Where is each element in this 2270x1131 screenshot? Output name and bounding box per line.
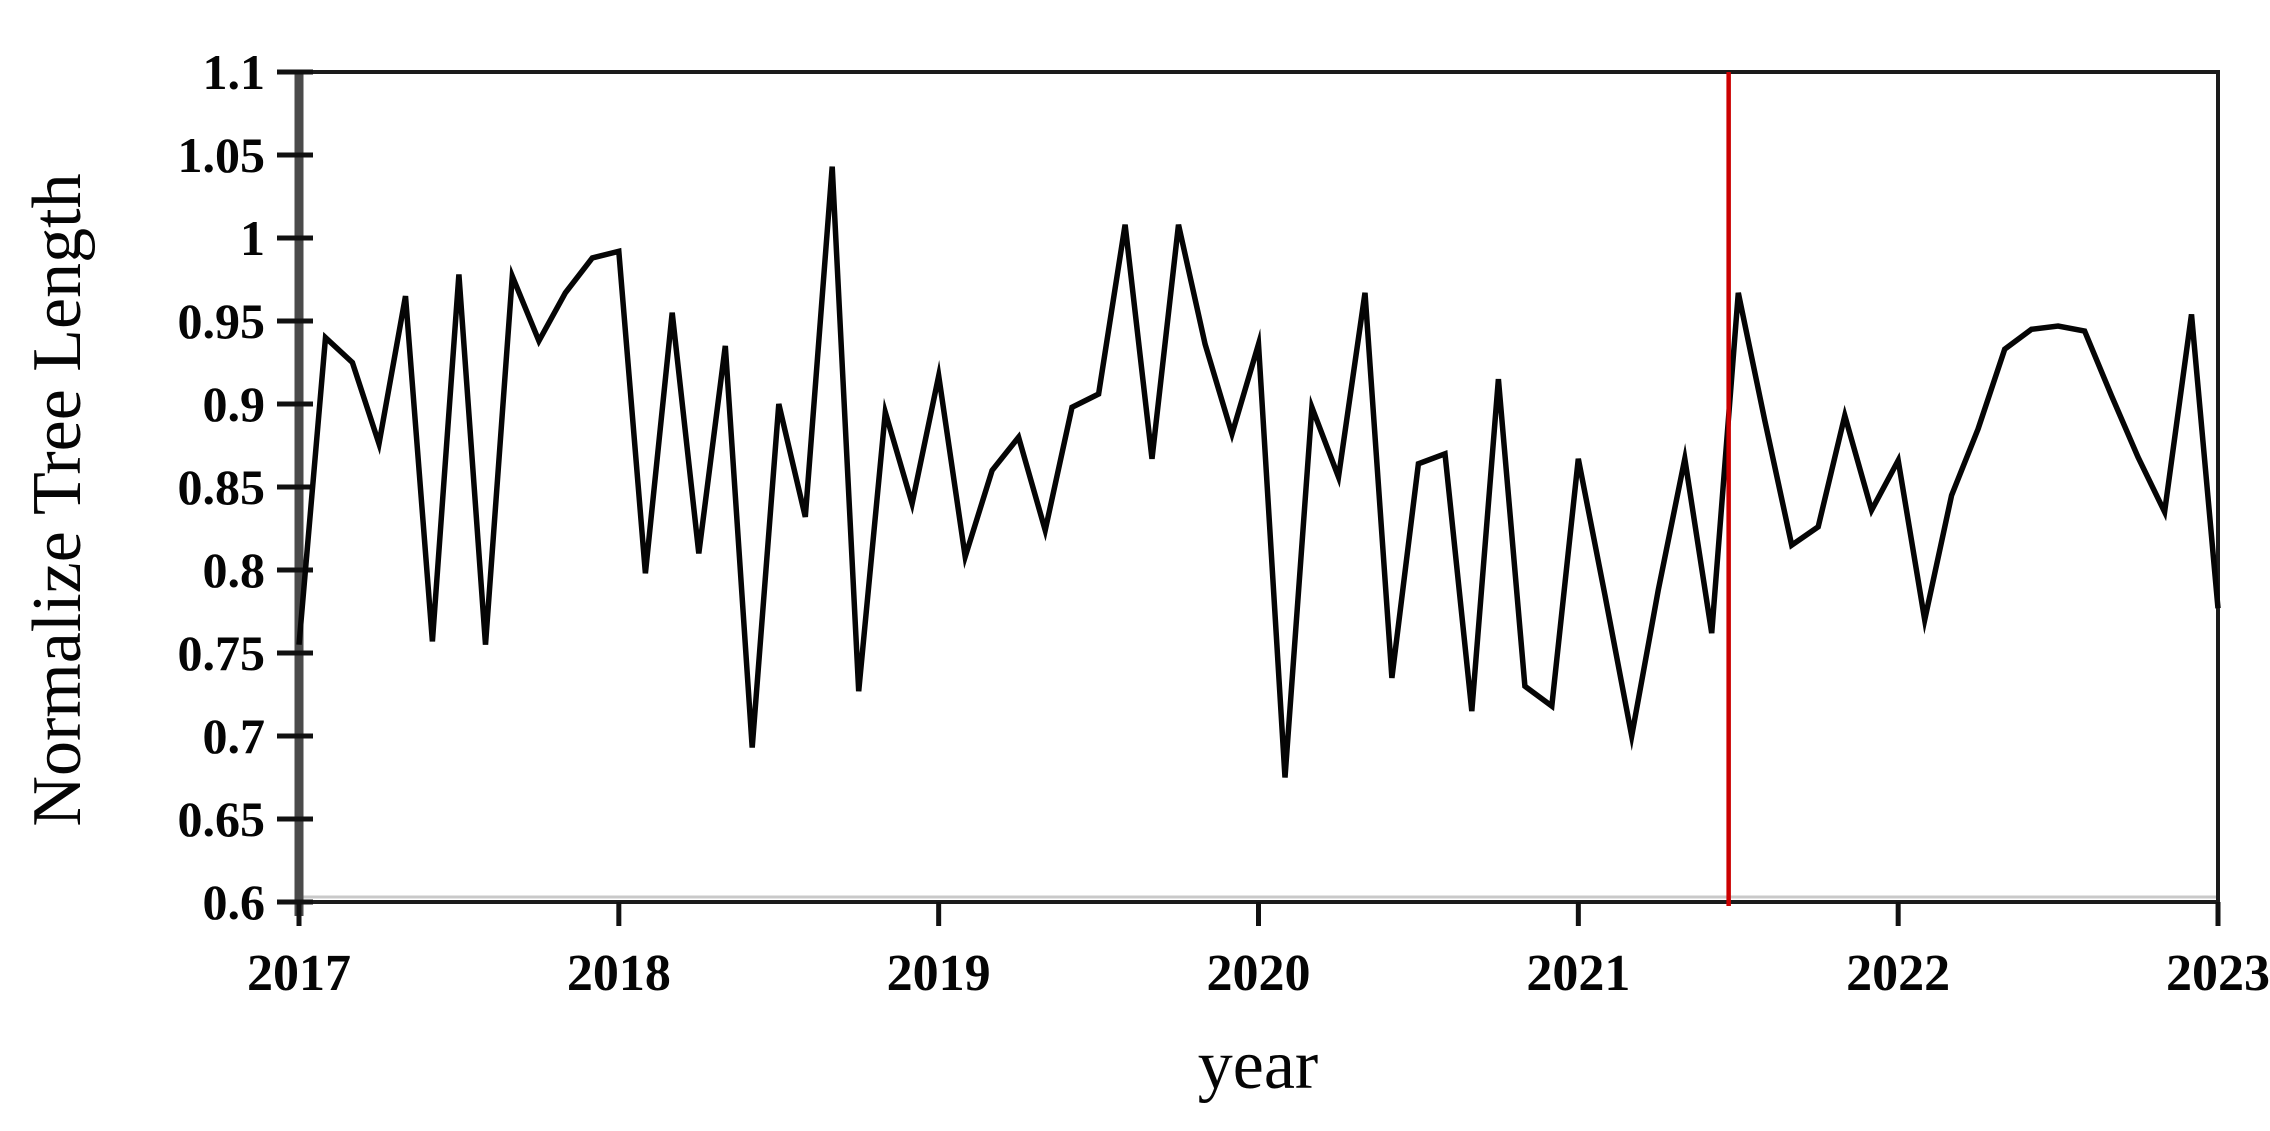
y-tick-label: 1.1 bbox=[203, 44, 266, 100]
x-tick-label: 2023 bbox=[2166, 945, 2270, 1002]
plot-frame bbox=[297, 70, 2220, 904]
y-axis-title: Normalize Tree Length bbox=[19, 173, 96, 826]
x-tick-label: 2020 bbox=[1207, 945, 1311, 1002]
plot-layer: 1.1 1.05 1 0.95 0.9 0.85 0.8 0.75 0.7 0.65 0.6 2017… bbox=[178, 44, 2270, 1002]
y-tick-label: 0.6 bbox=[203, 874, 266, 930]
x-axis-title: year bbox=[1198, 1027, 1318, 1104]
y-tick-label: 0.8 bbox=[203, 542, 266, 598]
y-tick-label: 0.9 bbox=[203, 376, 266, 432]
y-tick-label: 1.05 bbox=[178, 127, 266, 183]
x-tick-label: 2018 bbox=[567, 945, 671, 1002]
y-tick-label: 0.85 bbox=[178, 459, 266, 515]
y-tick-label: 0.65 bbox=[178, 791, 266, 847]
x-tick-label: 2017 bbox=[247, 945, 351, 1002]
series-line-normalized-tree-length bbox=[296, 166, 2221, 778]
x-tick-label: 2019 bbox=[887, 945, 991, 1002]
y-tick-label: 0.7 bbox=[203, 708, 266, 764]
y-tick-label: 1 bbox=[240, 210, 265, 266]
y-tick-label: 0.95 bbox=[178, 293, 266, 349]
y-tick-label: 0.75 bbox=[178, 625, 266, 681]
x-tick-label: 2021 bbox=[1526, 945, 1630, 1002]
x-tick-label: 2022 bbox=[1846, 945, 1950, 1002]
